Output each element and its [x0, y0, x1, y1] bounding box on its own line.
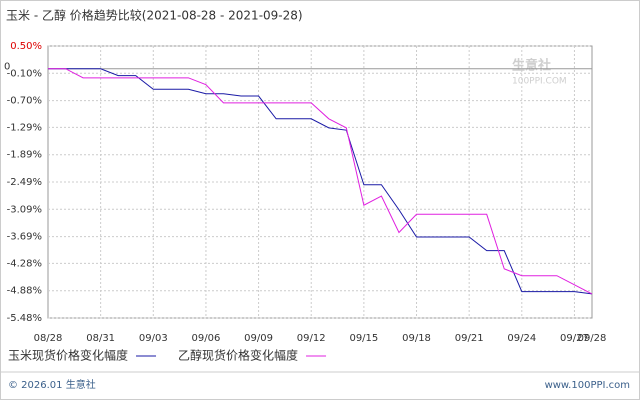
y-tick-label: -3.69%: [7, 232, 42, 243]
watermark-name: 生意社: [512, 58, 551, 74]
x-tick-label: 09/18: [402, 333, 431, 344]
legend-label: 玉米现货价格变化幅度: [8, 348, 128, 363]
x-tick-label: 09/24: [507, 333, 536, 344]
series-line: [48, 68, 593, 295]
footer-right: www.100PPI.com: [545, 380, 630, 391]
y-tick-label: -1.89%: [7, 150, 42, 161]
chart-title: 玉米 - 乙醇 价格趋势比较(2021-08-28 - 2021-09-28): [6, 8, 303, 23]
x-tick-label: 09/09: [244, 333, 273, 344]
y-tick-label: -2.49%: [7, 177, 42, 188]
y-tick-label: -4.88%: [7, 286, 42, 297]
y-tick-label: 0.50%: [10, 41, 42, 52]
x-tick-label: 09/12: [297, 333, 326, 344]
y-tick-label: -3.09%: [7, 204, 42, 215]
x-tick-label: 09/27: [560, 333, 589, 344]
y-tick-label: -5.48%: [7, 313, 42, 324]
legend-label: 乙醇现货价格变化幅度: [178, 348, 298, 363]
watermark-site: 100PPI.COM: [512, 77, 567, 87]
x-tick-label: 08/28: [34, 333, 63, 344]
x-tick-label: 09/21: [455, 333, 484, 344]
x-tick-label: 08/31: [86, 333, 115, 344]
x-tick-label: 09/15: [349, 333, 378, 344]
footer-left: © 2026.01 生意社: [8, 378, 96, 391]
y-tick-label: -4.28%: [7, 258, 42, 269]
x-tick-label: 09/28: [578, 333, 607, 344]
zero-label: 0: [4, 62, 10, 73]
x-tick-label: 09/03: [139, 333, 168, 344]
x-tick-label: 09/06: [192, 333, 221, 344]
y-tick-label: -0.10%: [7, 68, 42, 79]
y-tick-label: -1.29%: [7, 122, 42, 133]
y-tick-label: -0.70%: [7, 96, 42, 107]
